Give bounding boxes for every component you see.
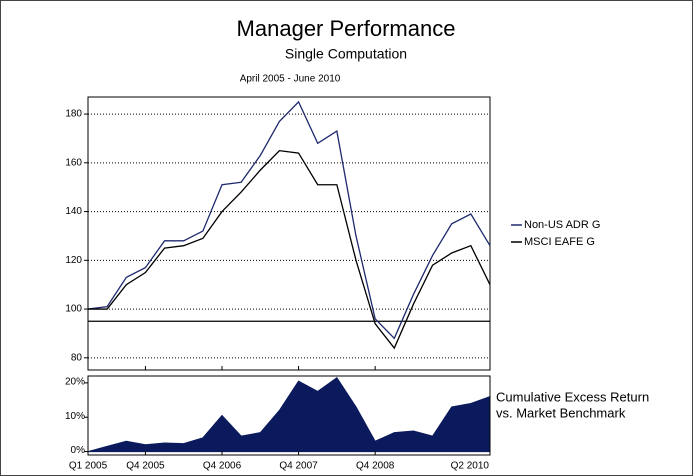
- y-tick-label: 100: [65, 304, 82, 315]
- y-tick-label: 10%: [65, 411, 85, 422]
- x-tick-label: Q4 2008: [356, 461, 395, 472]
- line-series: [87, 100, 491, 340]
- chart-title: Manager Performance: [237, 16, 456, 41]
- plot-area: [87, 96, 491, 371]
- y-tick-label: 20%: [65, 377, 85, 388]
- plot-area: [87, 375, 491, 456]
- y-tick-label: 120: [65, 255, 82, 266]
- area-series: [87, 377, 491, 453]
- y-tick-label: 0%: [71, 445, 86, 456]
- legend-label: Non-US ADR G: [524, 219, 600, 231]
- x-tick-label: Q4 2006: [203, 461, 242, 472]
- chart-subtitle: Single Computation: [285, 46, 407, 62]
- x-tick-label: Q1 2005: [69, 461, 108, 472]
- x-tick-label: Q2 2010: [451, 461, 490, 472]
- y-tick-label: 160: [65, 157, 82, 168]
- legend-label: MSCI EAFE G: [524, 236, 595, 248]
- y-tick-label: 140: [65, 206, 82, 217]
- x-tick-label: Q4 2007: [279, 461, 318, 472]
- annotation: Cumulative Excess Return: [496, 389, 649, 404]
- y-tick-label: 80: [71, 352, 83, 363]
- y-tick-label: 180: [65, 109, 82, 120]
- date-range: April 2005 - June 2010: [240, 74, 341, 85]
- x-tick-label: Q4 2005: [126, 461, 165, 472]
- line-series: [88, 149, 491, 350]
- annotation: vs. Market Benchmark: [496, 405, 626, 420]
